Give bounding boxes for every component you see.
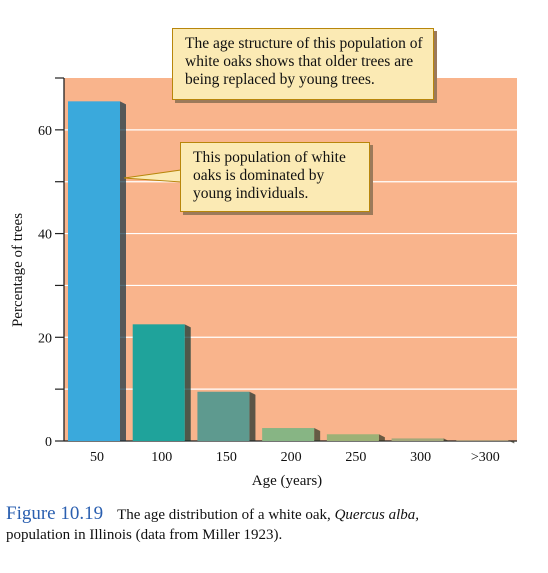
caption-text: The age distribution of a white oak, [117,507,331,523]
bar-side [249,391,256,441]
older-trees-callout: The age structure of this population of … [172,28,434,100]
young-individuals-callout: This population of white oaks is dominat… [180,142,370,212]
x-tick-label: 300 [410,450,431,465]
bar-side-shade [184,324,191,441]
bar-side-shade [120,101,126,441]
species-name: Quercus alba, [334,507,419,523]
y-tick-label: 60 [38,124,52,139]
x-tick-label: 150 [216,450,237,465]
figure-caption: Figure 10.19 The age distribution of a wh… [6,504,542,545]
bar-side-shade [443,438,450,442]
bar [132,324,191,441]
x-tick-label: 250 [345,450,366,465]
bar-face [326,434,379,441]
bar-face [197,391,250,441]
bar [456,440,515,444]
bar-side [378,434,385,441]
x-tick-label: >300 [471,450,500,465]
caption-source: population in Illinois (data from Miller… [6,527,283,543]
bar [326,434,385,441]
plot-area [64,78,517,441]
bar [262,428,321,441]
older-trees-callout-text: The age structure of this population of … [185,35,423,88]
x-axis-label: Age (years) [252,473,322,489]
bar-side-shade [378,434,385,441]
bar-side-shade [249,391,256,441]
bar-side [508,440,515,444]
age-distribution-chart: 0 20 40 60 50 100 150 200 250 300 >300 Percentage … [10,77,517,489]
bar-side-shade [314,428,321,441]
y-tick-label: 40 [38,228,52,243]
bar-side-shade [508,440,515,444]
bar-face [456,440,509,441]
y-axis-label: Percentage of trees [10,213,26,327]
bar-face [68,101,120,441]
bar-side [120,101,126,441]
y-tick-label: 0 [45,435,52,450]
figure-number: Figure 10.19 [6,503,104,524]
bar-side [443,438,450,442]
bar-face [391,438,444,441]
bar [197,391,256,441]
bar [68,101,126,441]
bar-side [184,324,191,441]
x-tick-label: 100 [151,450,172,465]
young-individuals-callout-text: This population of white oaks is dominat… [193,149,346,202]
bar-side [314,428,321,441]
x-tick-label: 200 [281,450,302,465]
bar-face [132,324,185,441]
bar [391,438,450,442]
x-tick-label: 50 [90,450,104,465]
bar-face [262,428,315,441]
y-tick-label: 20 [38,331,52,346]
